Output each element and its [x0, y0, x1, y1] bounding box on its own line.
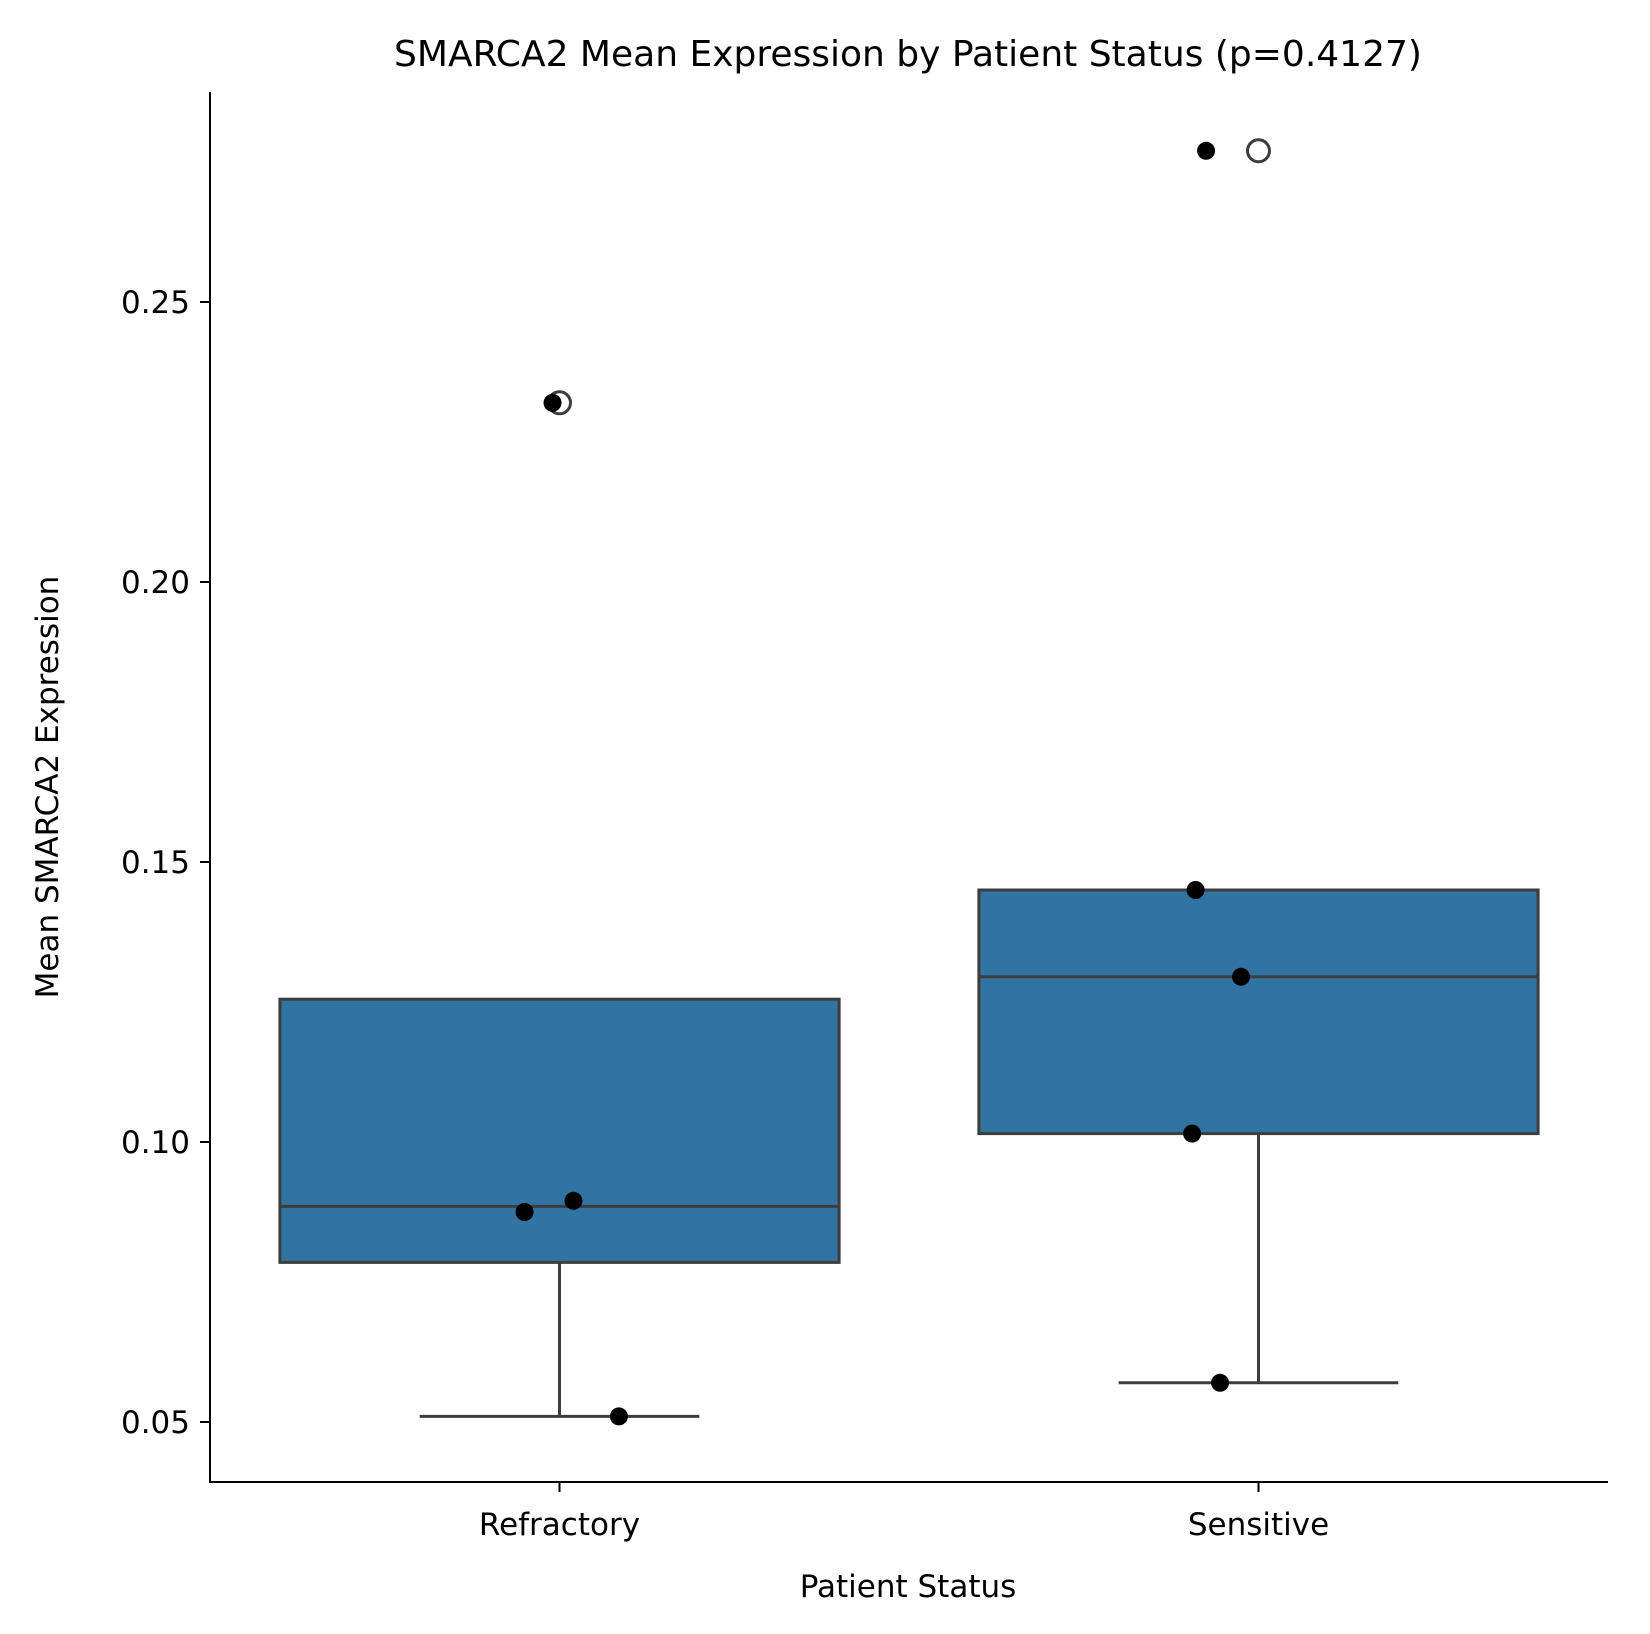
data-point — [609, 1407, 628, 1426]
data-point — [543, 393, 562, 412]
data-point — [1232, 967, 1251, 986]
data-point — [515, 1203, 534, 1221]
data-point — [1186, 881, 1205, 899]
box-group-sensitive — [977, 138, 1540, 1392]
chart-title: SMARCA2 Mean Expression by Patient Statu… — [394, 34, 1422, 75]
y-tick-label: 0.10 — [121, 1125, 190, 1161]
box-iqr — [278, 997, 841, 1264]
box-group-refractory — [278, 390, 841, 1426]
y-tick-label: 0.25 — [121, 285, 190, 321]
y-ticks: 0.05 0.10 0.15 0.20 0.25 — [121, 285, 210, 1441]
x-axis-title: Patient Status — [800, 1569, 1017, 1605]
data-point — [1197, 141, 1216, 160]
outlier-marker — [1246, 138, 1271, 164]
data-point — [1183, 1124, 1202, 1143]
x-tick-label: Sensitive — [1188, 1507, 1329, 1543]
y-tick-label: 0.05 — [121, 1405, 190, 1441]
x-ticks: Refractory Sensitive — [479, 1482, 1329, 1543]
data-point — [1211, 1373, 1230, 1392]
plot-area — [278, 138, 1540, 1426]
data-point — [564, 1191, 583, 1210]
y-tick-label: 0.20 — [121, 565, 190, 601]
box-iqr — [977, 888, 1540, 1136]
x-tick-label: Refractory — [479, 1507, 640, 1543]
y-tick-label: 0.15 — [121, 845, 190, 881]
y-axis-title: Mean SMARCA2 Expression — [30, 576, 66, 999]
